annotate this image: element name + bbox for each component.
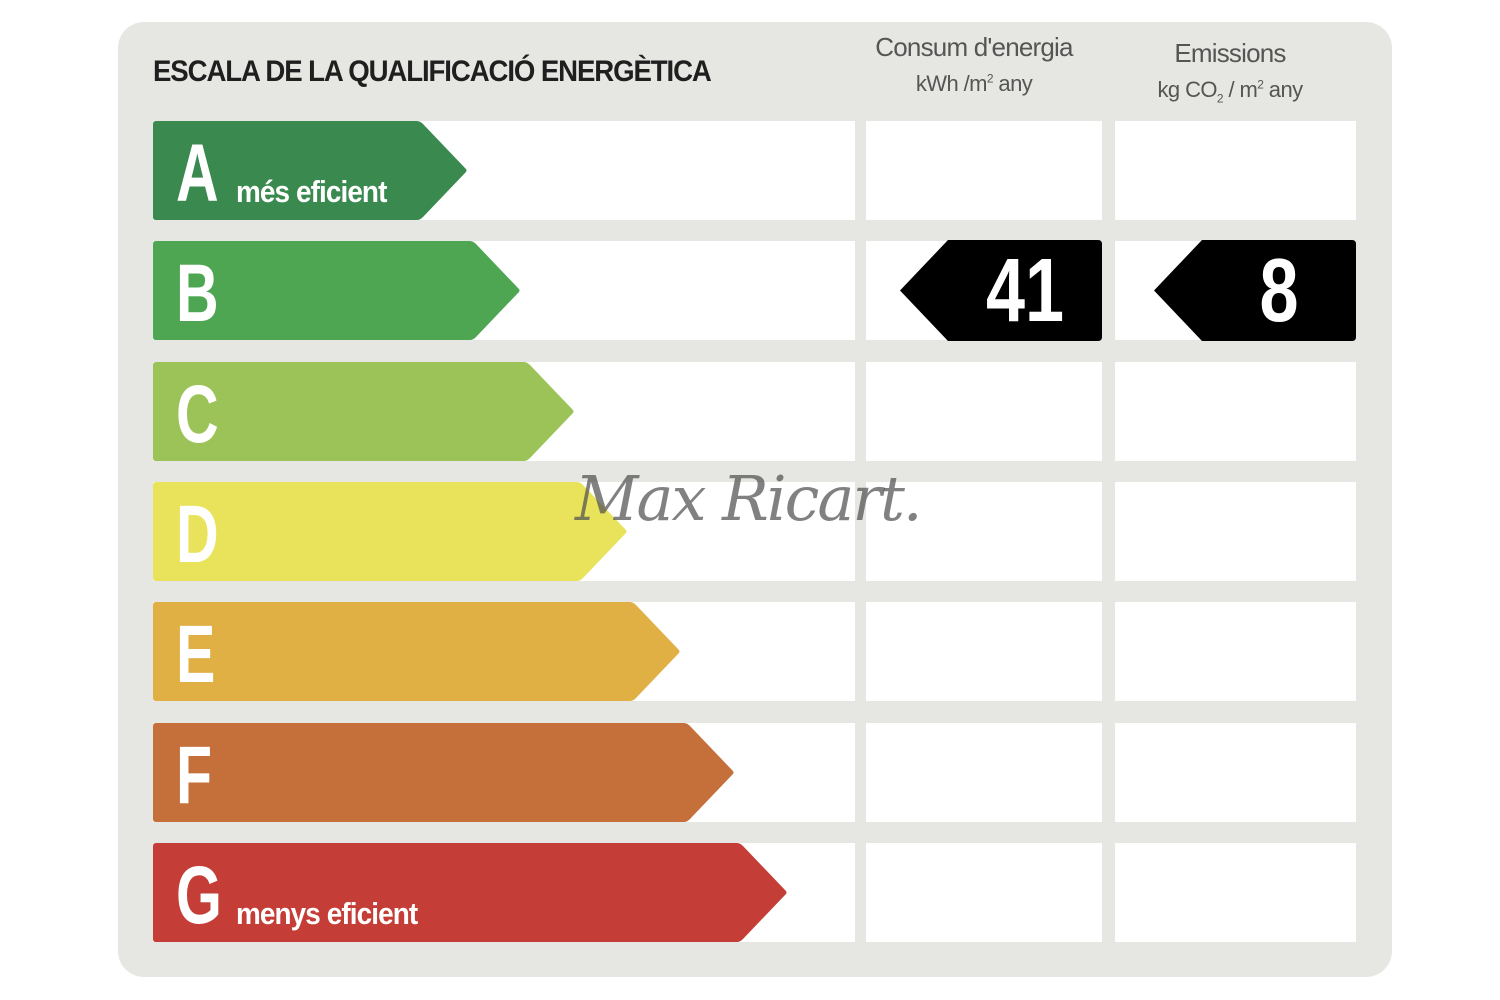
emissions-cell [1115,723,1356,822]
consumption-cell [866,723,1102,822]
class-sublabel-a: més eficient [236,174,387,209]
emissions-unit: kg CO2 / m2 any [1157,77,1304,106]
emissions-cell [1115,362,1356,461]
class-bar-c [153,362,574,461]
class-bar-b [153,241,520,340]
consumption-title: Consum d'energia [875,32,1073,62]
consumption-cell [866,843,1102,942]
emissions-rating-marker [1154,240,1356,341]
consumption-cell [866,121,1102,220]
class-letter-a: A [176,128,219,219]
class-bar-e [153,602,680,701]
class-letter-d: D [176,489,219,580]
class-letter-c: C [176,369,219,460]
class-letter-e: E [176,609,216,700]
emissions-cell [1115,482,1356,581]
class-letter-b: B [176,248,219,339]
emissions-header: Emissions kg CO2 / m2 any [1120,38,1340,105]
emissions-cell [1115,602,1356,701]
consumption-header: Consum d'energia kWh /m2 any [866,32,1082,97]
emissions-cell [1115,121,1356,220]
emissions-cell [1115,843,1356,942]
emissions-title: Emissions [1174,38,1286,68]
consumption-rating-marker [900,240,1102,341]
consumption-cell [866,362,1102,461]
watermark: Max Ricart. [575,462,923,535]
label-title: ESCALA DE LA QUALIFICACIÓ ENERGÈTICA [153,55,712,88]
class-bar-d [153,482,627,581]
consumption-cell [866,482,1102,581]
class-bar-a [153,121,467,220]
class-letter-f: F [176,730,213,821]
class-letter-g: G [176,850,222,941]
consumption-cell [866,602,1102,701]
class-bar-f [153,723,734,822]
class-bar-g [153,843,787,942]
emissions-rating-value: 8 [1259,241,1299,341]
class-sublabel-g: menys eficient [236,896,418,931]
consumption-unit: kWh /m2 any [915,71,1033,96]
consumption-rating-value: 41 [985,241,1065,341]
